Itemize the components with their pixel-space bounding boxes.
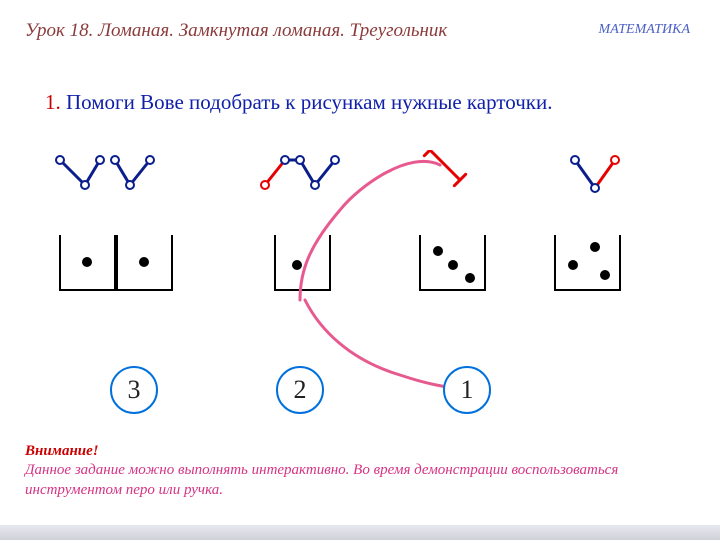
number-circle-2[interactable]: 2 <box>276 366 324 414</box>
warning-tool: инструментом перо или ручка. <box>25 482 223 498</box>
number-2-label: 2 <box>294 375 307 405</box>
task-line: 1. Помоги Вове подобрать к рисункам нужн… <box>45 90 552 115</box>
warning-line: Данное задание можно выполнять интеракти… <box>25 462 618 478</box>
task-text: Помоги Вове подобрать к рисункам нужные … <box>61 90 553 114</box>
number-1-label: 1 <box>461 375 474 405</box>
footer-bar <box>0 525 720 540</box>
number-circle-1[interactable]: 1 <box>443 366 491 414</box>
warning-attention: Внимание! <box>25 443 99 459</box>
lesson-title: Урок 18. Ломаная. Замкнутая ломаная. Тре… <box>25 20 447 41</box>
warning-block: Внимание! Данное задание можно выполнять… <box>25 442 695 501</box>
number-circle-3[interactable]: 3 <box>110 366 158 414</box>
exercise-scene <box>0 150 720 390</box>
subject-label: МАТЕМАТИКА <box>599 22 690 38</box>
number-3-label: 3 <box>128 375 141 405</box>
task-number: 1. <box>45 90 61 114</box>
